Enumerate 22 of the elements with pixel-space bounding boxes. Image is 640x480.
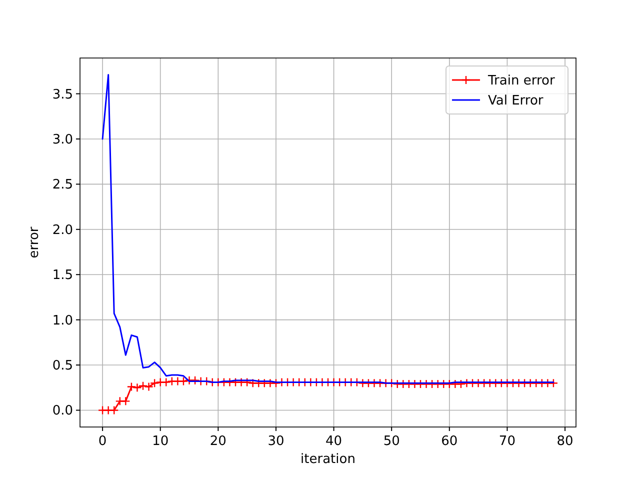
legend-label: Train error <box>487 74 556 88</box>
y-tick-label: 2.0 <box>52 222 73 238</box>
y-tick-label: 0.0 <box>52 404 73 419</box>
y-tick-label: 1.5 <box>52 268 73 284</box>
x-tick-label: 10 <box>152 434 169 449</box>
x-tick-label: 60 <box>441 434 458 449</box>
y-axis-title: error <box>27 226 42 258</box>
x-tick-label: 70 <box>498 434 516 449</box>
x-tick-label: 20 <box>210 434 226 449</box>
x-axis-title: iteration <box>300 452 356 467</box>
y-tick-label: 1.0 <box>52 313 73 328</box>
legend-label: Val Error <box>488 94 544 108</box>
y-tick-label: 2.5 <box>52 178 73 193</box>
y-tick-label: 0.5 <box>52 358 73 374</box>
y-tick-label: 3.5 <box>52 87 73 102</box>
x-tick-label: 30 <box>268 434 284 449</box>
y-tick-label: 3.0 <box>52 132 73 148</box>
x-tick-label: 0 <box>98 434 107 449</box>
x-tick-label: 50 <box>383 434 400 449</box>
x-tick-label: 80 <box>556 434 574 449</box>
line-series <box>102 74 554 384</box>
x-tick-label: 40 <box>326 434 342 449</box>
